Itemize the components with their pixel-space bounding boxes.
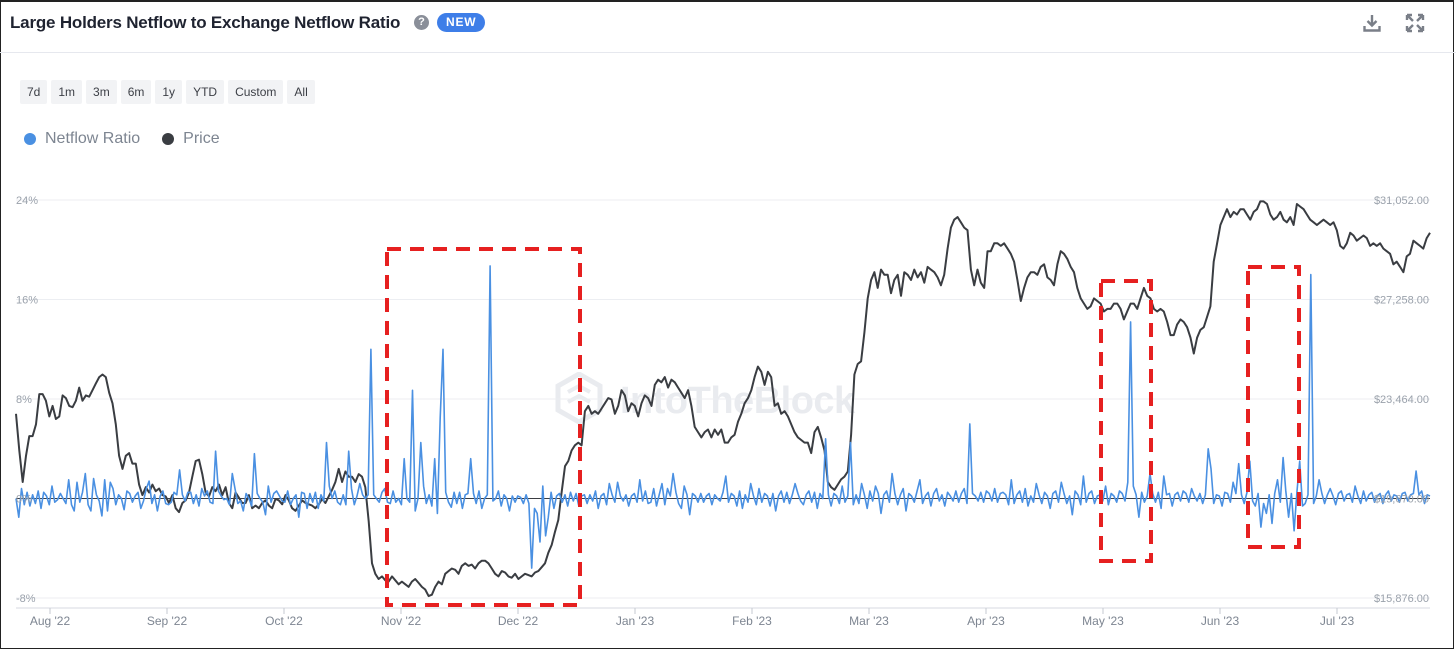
y-right-tick-label: $19,670.00 <box>1374 494 1429 506</box>
annotation-dashed-box <box>1099 279 1153 563</box>
chart-legend: Netflow Ratio Price <box>24 130 220 148</box>
annotation-dashed-box <box>385 247 582 607</box>
y-left-tick-label: 16% <box>16 295 38 307</box>
chart-title: Large Holders Netflow to Exchange Netflo… <box>10 13 401 32</box>
x-tick-label: Oct '22 <box>265 614 303 628</box>
x-tick-label: Jul '23 <box>1320 614 1355 628</box>
y-right-tick-label: $31,052.00 <box>1374 195 1429 207</box>
legend-label-price: Price <box>183 130 220 147</box>
fullscreen-icon[interactable] <box>1405 13 1425 33</box>
x-tick-label: Jan '23 <box>616 614 655 628</box>
x-tick-label: Nov '22 <box>381 614 422 628</box>
range-1y-button[interactable]: 1y <box>155 80 183 104</box>
x-tick-label: Sep '22 <box>147 614 188 628</box>
y-left-tick-label: 24% <box>16 195 38 207</box>
range-1m-button[interactable]: 1m <box>51 80 83 104</box>
legend-item-price[interactable]: Price <box>162 130 220 148</box>
question-circle-icon[interactable]: ? <box>414 15 429 30</box>
annotation-dashed-box <box>1246 265 1301 549</box>
time-range-selector: 7d 1m 3m 6m 1y YTD Custom All <box>20 80 315 104</box>
axis-labels: 24% 16% 8% 0% -8% $31,052.00 $27,258.00 $23,464… <box>16 195 1429 628</box>
legend-item-netflow-ratio[interactable]: Netflow Ratio <box>24 130 140 148</box>
range-custom-button[interactable]: Custom <box>228 80 284 104</box>
annotations <box>385 247 1301 607</box>
grid-lines <box>16 199 1430 614</box>
y-right-tick-label: $23,464.00 <box>1374 394 1429 406</box>
range-7d-button[interactable]: 7d <box>20 80 48 104</box>
x-tick-label: Apr '23 <box>967 614 1005 628</box>
y-left-tick-label: 0% <box>16 494 32 506</box>
y-left-tick-label: 8% <box>16 394 32 406</box>
range-ytd-button[interactable]: YTD <box>186 80 225 104</box>
y-right-tick-label: $27,258.00 <box>1374 295 1429 307</box>
netflow-ratio-line <box>15 265 1431 569</box>
x-tick-label: Feb '23 <box>732 614 772 628</box>
legend-dot-netflow-ratio <box>24 133 36 145</box>
legend-label-netflow-ratio: Netflow Ratio <box>45 130 141 147</box>
y-right-tick-label: $15,876.00 <box>1374 593 1429 605</box>
range-all-button[interactable]: All <box>287 80 315 104</box>
chart-header: Large Holders Netflow to Exchange Netflo… <box>0 0 1456 53</box>
x-tick-label: May '23 <box>1082 614 1124 628</box>
x-tick-label: Jun '23 <box>1201 614 1240 628</box>
netflow-ratio-series <box>15 265 1431 569</box>
range-6m-button[interactable]: 6m <box>120 80 152 104</box>
y-left-tick-label: -8% <box>16 593 36 605</box>
legend-dot-price <box>162 133 175 145</box>
x-tick-label: Mar '23 <box>849 614 889 628</box>
new-badge: NEW <box>437 13 486 32</box>
download-icon[interactable] <box>1362 13 1382 33</box>
watermark: IntoTheBlock <box>620 380 855 422</box>
x-tick-label: Dec '22 <box>498 614 539 628</box>
range-3m-button[interactable]: 3m <box>86 80 117 104</box>
x-tick-label: Aug '22 <box>30 614 71 628</box>
